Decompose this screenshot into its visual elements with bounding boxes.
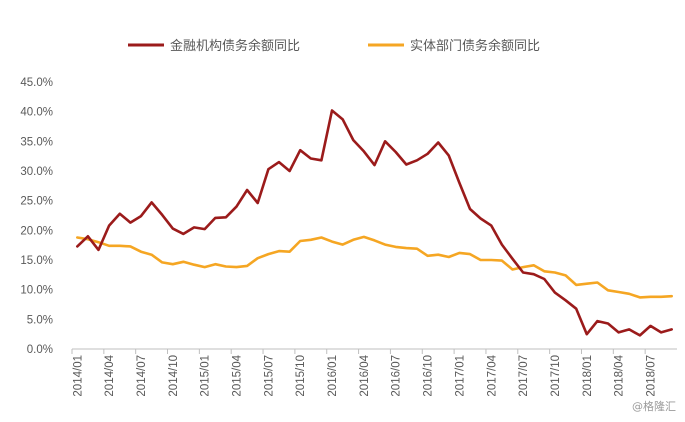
x-tick-label: 2016/07 [391,355,403,397]
y-tick-label: 5.0% [27,314,53,326]
legend-label-1: 金融机构债务余额同比 [170,38,300,54]
y-tick-label: 10.0% [20,285,53,297]
x-tick-label: 2014/04 [104,354,116,396]
x-tick-label: 2014/10 [168,355,180,397]
series-line-2 [76,235,674,299]
y-tick-label: 45.0% [20,77,53,89]
series-line-1 [76,109,674,337]
x-tick-label: 2018/07 [645,355,657,397]
x-tick-label: 2016/04 [359,354,371,396]
x-tick-label: 2016/01 [327,355,339,397]
y-tick-label: 25.0% [20,196,53,208]
y-tick-label: 40.0% [20,107,53,119]
x-tick-label: 2018/01 [582,355,594,397]
chart-legend: 金融机构债务余额同比 实体部门债务余额同比 [128,38,540,54]
watermark-text: @格隆汇 [632,399,676,413]
y-tick-label: 30.0% [20,166,53,178]
x-tick-label: 2015/04 [232,354,244,396]
x-tick-label: 2016/10 [423,355,435,397]
x-tick-label: 2015/07 [263,355,275,397]
x-tick-label: 2018/04 [614,354,626,396]
y-tick-label: 0.0% [27,344,53,356]
x-tick-label: 2014/07 [136,355,148,397]
x-tick-label: 2017/01 [454,355,466,397]
x-axis: 2014/01 2014/04 2014/07 2014/10 2015/01 2015/… [71,348,677,397]
y-tick-label: 20.0% [20,225,53,237]
x-tick-label: 2017/07 [518,355,530,397]
x-tick-label: 2015/01 [200,355,212,397]
y-tick-label: 35.0% [20,136,53,148]
x-tick-label: 2015/10 [295,355,307,397]
x-tick-label: 2014/01 [72,355,84,397]
plot-area [76,109,674,337]
legend-label-2: 实体部门债务余额同比 [410,38,540,54]
y-tick-label: 15.0% [20,255,53,267]
x-tick-label: 2017/10 [550,355,562,397]
y-axis: 0.0% 5.0% 10.0% 15.0% 20.0% 25.0% 30.0% 35.0% 40… [20,77,53,356]
x-tick-label: 2017/04 [486,354,498,396]
